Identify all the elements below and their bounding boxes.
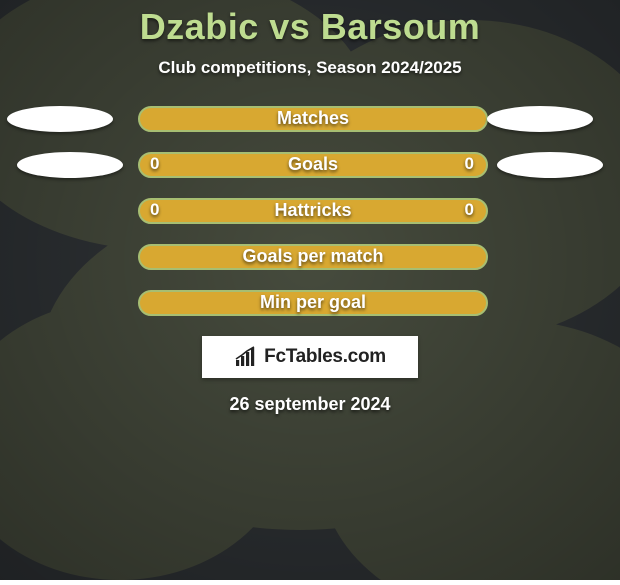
stat-value-left: 0 — [150, 200, 159, 220]
stat-row: Min per goal — [0, 290, 620, 336]
stat-value-right: 0 — [465, 154, 474, 174]
logo-text: FcTables.com — [264, 346, 386, 368]
barchart-icon — [234, 346, 260, 368]
stat-pill — [138, 106, 488, 132]
page-subtitle: Club competitions, Season 2024/2025 — [0, 58, 620, 78]
player-left-ellipse — [17, 152, 123, 178]
stat-row: Goals00 — [0, 152, 620, 198]
logo-box: FcTables.com — [202, 336, 418, 378]
player-right-ellipse — [487, 106, 593, 132]
stat-value-left: 0 — [150, 154, 159, 174]
stat-rows: MatchesGoals00Hattricks00Goals per match… — [0, 106, 620, 336]
stat-pill — [138, 244, 488, 270]
date-text: 26 september 2024 — [0, 394, 620, 415]
stat-row: Matches — [0, 106, 620, 152]
stat-row: Hattricks00 — [0, 198, 620, 244]
player-right-ellipse — [497, 152, 603, 178]
stat-pill — [138, 290, 488, 316]
stat-pill — [138, 198, 488, 224]
stat-row: Goals per match — [0, 244, 620, 290]
stat-pill — [138, 152, 488, 178]
stat-value-right: 0 — [465, 200, 474, 220]
page-title: Dzabic vs Barsoum — [0, 6, 620, 48]
player-left-ellipse — [7, 106, 113, 132]
